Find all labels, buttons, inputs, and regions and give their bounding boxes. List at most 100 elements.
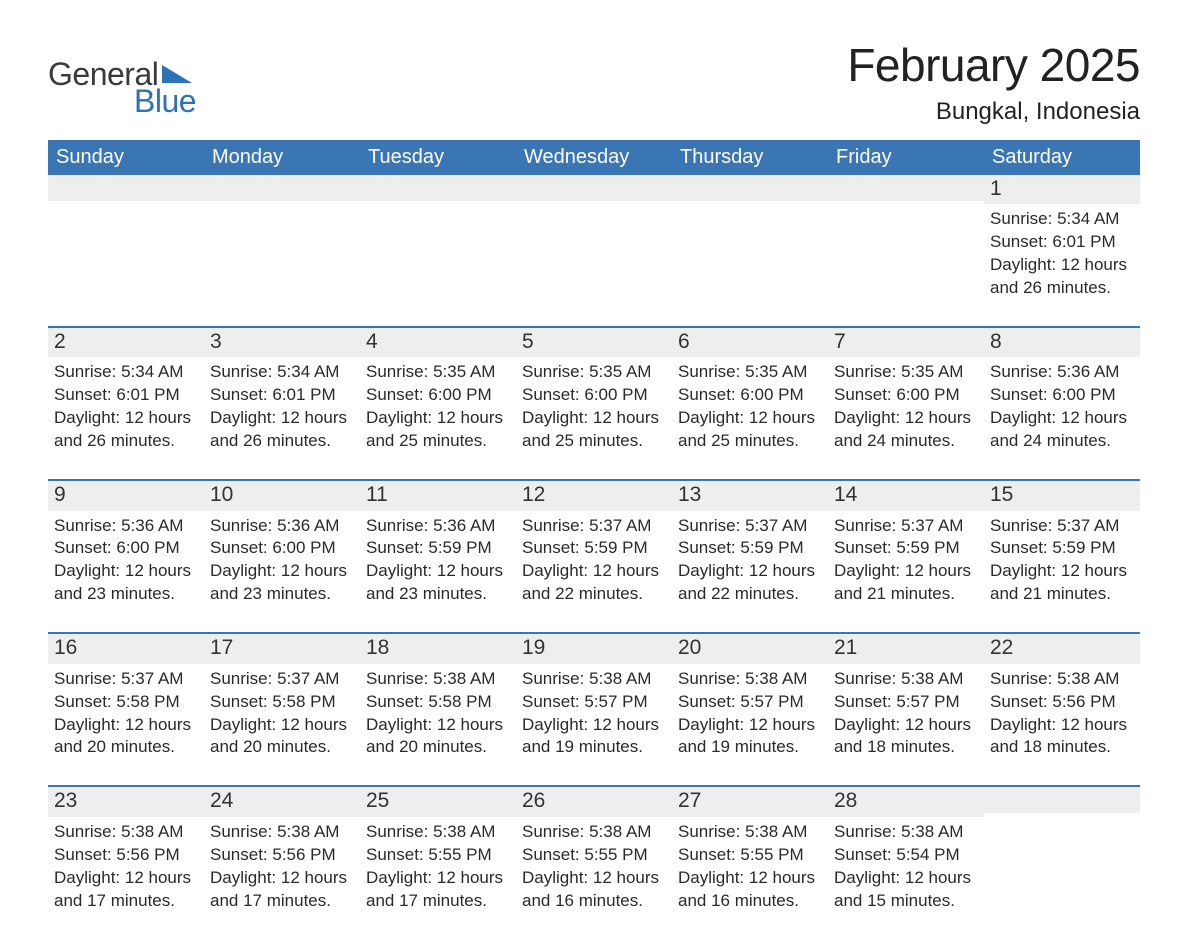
sunset-label: Sunset: 5:58 PM <box>366 691 510 714</box>
sunrise-label: Sunrise: 5:38 AM <box>522 821 666 844</box>
daylight-label: Daylight: 12 hours and 18 minutes. <box>990 714 1134 760</box>
day-cell: 24Sunrise: 5:38 AMSunset: 5:56 PMDayligh… <box>204 787 360 912</box>
day-cell <box>984 787 1140 912</box>
daylight-label: Daylight: 12 hours and 24 minutes. <box>834 407 978 453</box>
daylight-label: Daylight: 12 hours and 25 minutes. <box>522 407 666 453</box>
month-title: February 2025 <box>847 38 1140 92</box>
sunrise-label: Sunrise: 5:38 AM <box>366 668 510 691</box>
day-cell: 7Sunrise: 5:35 AMSunset: 6:00 PMDaylight… <box>828 328 984 453</box>
day-cell: 1Sunrise: 5:34 AMSunset: 6:01 PMDaylight… <box>984 175 1140 300</box>
sunrise-label: Sunrise: 5:35 AM <box>678 361 822 384</box>
day-number: 21 <box>828 634 984 663</box>
day-cell: 20Sunrise: 5:38 AMSunset: 5:57 PMDayligh… <box>672 634 828 759</box>
calendar-grid: Sunday Monday Tuesday Wednesday Thursday… <box>48 140 1140 912</box>
day-cell <box>672 175 828 300</box>
sunset-label: Sunset: 5:56 PM <box>210 844 354 867</box>
daylight-label: Daylight: 12 hours and 22 minutes. <box>522 560 666 606</box>
daylight-label: Daylight: 12 hours and 25 minutes. <box>678 407 822 453</box>
day-cell: 25Sunrise: 5:38 AMSunset: 5:55 PMDayligh… <box>360 787 516 912</box>
day-cell: 9Sunrise: 5:36 AMSunset: 6:00 PMDaylight… <box>48 481 204 606</box>
day-number: 28 <box>828 787 984 816</box>
sunrise-label: Sunrise: 5:37 AM <box>678 515 822 538</box>
day-number <box>672 175 828 201</box>
weekday-header-row: Sunday Monday Tuesday Wednesday Thursday… <box>48 140 1140 175</box>
daylight-label: Daylight: 12 hours and 20 minutes. <box>366 714 510 760</box>
day-number <box>828 175 984 201</box>
day-cell: 5Sunrise: 5:35 AMSunset: 6:00 PMDaylight… <box>516 328 672 453</box>
day-number: 9 <box>48 481 204 510</box>
sunrise-label: Sunrise: 5:38 AM <box>834 668 978 691</box>
sunrise-label: Sunrise: 5:37 AM <box>522 515 666 538</box>
weekday-header: Wednesday <box>516 140 672 175</box>
sunrise-label: Sunrise: 5:38 AM <box>990 668 1134 691</box>
day-cell: 16Sunrise: 5:37 AMSunset: 5:58 PMDayligh… <box>48 634 204 759</box>
sunrise-label: Sunrise: 5:34 AM <box>210 361 354 384</box>
daylight-label: Daylight: 12 hours and 15 minutes. <box>834 867 978 913</box>
daylight-label: Daylight: 12 hours and 26 minutes. <box>990 254 1134 300</box>
daylight-label: Daylight: 12 hours and 20 minutes. <box>54 714 198 760</box>
sunrise-label: Sunrise: 5:38 AM <box>210 821 354 844</box>
daylight-label: Daylight: 12 hours and 21 minutes. <box>834 560 978 606</box>
sunset-label: Sunset: 5:57 PM <box>834 691 978 714</box>
weekday-header: Friday <box>828 140 984 175</box>
sunset-label: Sunset: 5:56 PM <box>990 691 1134 714</box>
day-cell: 26 Sunrise: 5:38 AMSunset: 5:55 PMDayligh… <box>516 787 672 912</box>
sunset-label: Sunset: 5:58 PM <box>54 691 198 714</box>
day-number: 15 <box>984 481 1140 510</box>
day-number <box>360 175 516 201</box>
day-cell: 4Sunrise: 5:35 AMSunset: 6:00 PMDaylight… <box>360 328 516 453</box>
daylight-label: Daylight: 12 hours and 19 minutes. <box>522 714 666 760</box>
day-cell: 12Sunrise: 5:37 AMSunset: 5:59 PMDayligh… <box>516 481 672 606</box>
day-number: 27 <box>672 787 828 816</box>
daylight-label: Daylight: 12 hours and 24 minutes. <box>990 407 1134 453</box>
day-cell: 11Sunrise: 5:36 AMSunset: 5:59 PMDayligh… <box>360 481 516 606</box>
daylight-label: Daylight: 12 hours and 21 minutes. <box>990 560 1134 606</box>
day-number: 12 <box>516 481 672 510</box>
daylight-label: Daylight: 12 hours and 20 minutes. <box>210 714 354 760</box>
sunset-label: Sunset: 5:59 PM <box>834 537 978 560</box>
sunset-label: Sunset: 5:55 PM <box>522 844 666 867</box>
day-number: 16 <box>48 634 204 663</box>
day-cell: 13Sunrise: 5:37 AMSunset: 5:59 PMDayligh… <box>672 481 828 606</box>
sunset-label: Sunset: 6:00 PM <box>210 537 354 560</box>
day-number: 5 <box>516 328 672 357</box>
day-number: 8 <box>984 328 1140 357</box>
sunset-label: Sunset: 5:55 PM <box>678 844 822 867</box>
day-number <box>516 175 672 201</box>
sunrise-label: Sunrise: 5:35 AM <box>834 361 978 384</box>
sunset-label: Sunset: 6:01 PM <box>54 384 198 407</box>
weekday-header: Monday <box>204 140 360 175</box>
weekday-header: Tuesday <box>360 140 516 175</box>
brand-word2: Blue <box>134 83 196 120</box>
sunset-label: Sunset: 6:00 PM <box>522 384 666 407</box>
daylight-label: Daylight: 12 hours and 16 minutes. <box>522 867 666 913</box>
sunrise-label: Sunrise: 5:34 AM <box>54 361 198 384</box>
brand-logo: General Blue <box>48 56 196 120</box>
daylight-label: Daylight: 12 hours and 23 minutes. <box>54 560 198 606</box>
day-number: 10 <box>204 481 360 510</box>
sunrise-label: Sunrise: 5:38 AM <box>366 821 510 844</box>
day-number: 7 <box>828 328 984 357</box>
sunrise-label: Sunrise: 5:37 AM <box>990 515 1134 538</box>
day-number: 24 <box>204 787 360 816</box>
day-cell: 28Sunrise: 5:38 AMSunset: 5:54 PMDayligh… <box>828 787 984 912</box>
day-cell: 10Sunrise: 5:36 AMSunset: 6:00 PMDayligh… <box>204 481 360 606</box>
day-cell: 19Sunrise: 5:38 AMSunset: 5:57 PMDayligh… <box>516 634 672 759</box>
day-number: 17 <box>204 634 360 663</box>
day-number: 3 <box>204 328 360 357</box>
weekday-header: Sunday <box>48 140 204 175</box>
day-cell: 8Sunrise: 5:36 AMSunset: 6:00 PMDaylight… <box>984 328 1140 453</box>
sunrise-label: Sunrise: 5:38 AM <box>54 821 198 844</box>
week-row: 2Sunrise: 5:34 AMSunset: 6:01 PMDaylight… <box>48 326 1140 453</box>
sunrise-label: Sunrise: 5:36 AM <box>210 515 354 538</box>
day-cell <box>360 175 516 300</box>
day-number: 22 <box>984 634 1140 663</box>
day-number: 26 <box>516 787 672 816</box>
day-number: 25 <box>360 787 516 816</box>
calendar-page: General Blue February 2025 Bungkal, Indo… <box>0 0 1188 932</box>
daylight-label: Daylight: 12 hours and 18 minutes. <box>834 714 978 760</box>
location-label: Bungkal, Indonesia <box>847 98 1140 126</box>
daylight-label: Daylight: 12 hours and 26 minutes. <box>54 407 198 453</box>
day-cell: 15Sunrise: 5:37 AMSunset: 5:59 PMDayligh… <box>984 481 1140 606</box>
weekday-header: Saturday <box>984 140 1140 175</box>
